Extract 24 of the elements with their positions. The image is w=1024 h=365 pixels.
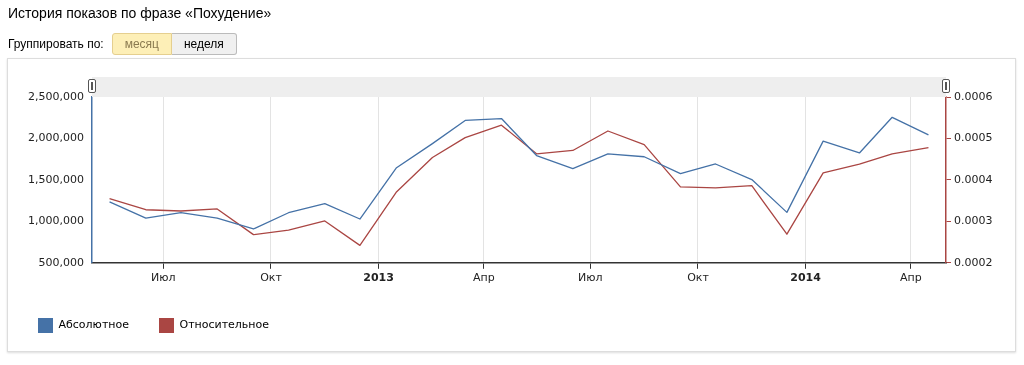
x-tick-label: Июл xyxy=(578,271,603,285)
chart-title: История показов по фразе «Похудение» xyxy=(8,5,272,21)
x-tick-label: 2014 xyxy=(790,271,822,285)
legend-label: Относительное xyxy=(179,318,270,332)
y-tick-label: 1,000,000 xyxy=(28,214,84,228)
y2-tick-label: 0.0006 xyxy=(954,89,993,103)
text: Группировать по: xyxy=(8,37,104,51)
x-tick-label: Апр xyxy=(473,271,495,285)
y-tick-label: 2,000,000 xyxy=(28,131,84,145)
y-tick-label: 2,500,000 xyxy=(28,89,84,103)
x-tick-label: Окт xyxy=(260,271,283,285)
x-tick-label: Июл xyxy=(151,271,176,285)
y2-tick-label: 0.0003 xyxy=(954,214,993,228)
legend-label: Абсолютное xyxy=(58,318,130,332)
y2-tick-label: 0.0005 xyxy=(954,131,993,145)
y-tick-label: 500,000 xyxy=(38,255,84,269)
text: неделя xyxy=(171,33,237,55)
text: месяц xyxy=(111,33,172,55)
y2-tick-label: 0.0004 xyxy=(954,172,993,186)
y-tick-label: 1,500,000 xyxy=(28,172,84,186)
x-tick-label: Окт xyxy=(687,271,710,285)
x-tick-label: 2013 xyxy=(363,271,394,285)
x-tick-label: Апр xyxy=(900,271,922,285)
y2-tick-label: 0.0002 xyxy=(954,255,993,269)
